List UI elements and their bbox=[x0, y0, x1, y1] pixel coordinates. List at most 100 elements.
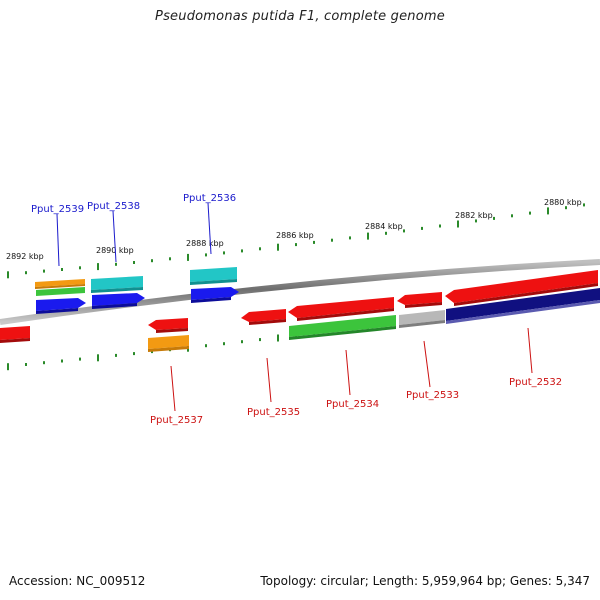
scale-tick-minor bbox=[79, 266, 81, 270]
scale-tick-minor bbox=[529, 211, 531, 215]
scale-tick-minor bbox=[331, 238, 333, 242]
scale-tick-minor bbox=[259, 338, 261, 342]
gene-label-pput-2536[interactable]: Pput_2536 bbox=[183, 193, 236, 204]
scale-tick-minor bbox=[241, 340, 243, 344]
gene-label-pput-2539[interactable]: Pput_2539 bbox=[31, 204, 84, 215]
scale-tick-major bbox=[547, 207, 549, 215]
gene-feature-edge bbox=[190, 279, 237, 285]
gene-feature[interactable] bbox=[0, 326, 30, 340]
gene-feature-edge bbox=[156, 328, 188, 333]
leader-line bbox=[170, 365, 176, 412]
gene-feature-edge bbox=[297, 308, 394, 321]
scale-tick-minor bbox=[25, 271, 27, 275]
gene-feature-edge bbox=[249, 319, 286, 325]
gene-feature-red[interactable] bbox=[397, 292, 442, 305]
gene-feature-edge bbox=[148, 346, 189, 352]
scale-label: 2882 kbp bbox=[455, 211, 493, 220]
scale-tick-minor bbox=[223, 251, 225, 255]
scale-tick-minor bbox=[583, 203, 585, 207]
scale-tick-major bbox=[457, 220, 459, 228]
gene-feature-edge bbox=[289, 326, 396, 340]
scale-tick-minor bbox=[385, 231, 387, 235]
gene-feature-green[interactable] bbox=[36, 287, 85, 296]
scale-tick-minor bbox=[205, 253, 207, 257]
gene-feature-blue[interactable] bbox=[36, 298, 86, 311]
scale-label: 2888 kbp bbox=[186, 239, 224, 248]
scale-tick-minor bbox=[259, 247, 261, 251]
leader-line bbox=[423, 340, 431, 388]
scale-tick-minor bbox=[25, 363, 27, 366]
gene-label-pput-2533[interactable]: Pput_2533 bbox=[406, 390, 459, 401]
leader-line bbox=[345, 349, 351, 396]
scale-tick-minor bbox=[133, 261, 135, 264]
gene-feature-orange[interactable] bbox=[148, 335, 189, 349]
scale-tick-minor bbox=[169, 257, 171, 261]
scale-ring-outer bbox=[7, 203, 585, 279]
genome-backbone bbox=[0, 259, 600, 325]
scale-tick-minor bbox=[43, 269, 45, 273]
leader-line bbox=[56, 213, 60, 267]
gene-feature-edge bbox=[35, 284, 85, 289]
gene-feature-cyan[interactable] bbox=[91, 276, 143, 290]
gene-label-pput-2537[interactable]: Pput_2537 bbox=[150, 415, 203, 426]
map-title: Pseudomonas putida F1, complete genome bbox=[155, 9, 445, 24]
scale-tick-major bbox=[7, 363, 9, 371]
gene-feature-blue[interactable] bbox=[191, 287, 239, 300]
scale-tick-minor bbox=[133, 352, 135, 356]
scale-tick-major bbox=[97, 263, 99, 271]
scale-tick-minor bbox=[295, 243, 297, 247]
accession-text: Accession: NC_009512 bbox=[9, 574, 146, 588]
scale-tick-major bbox=[367, 232, 369, 240]
gene-feature-blue[interactable] bbox=[92, 293, 145, 306]
scale-tick-major bbox=[7, 271, 9, 279]
scale-tick-minor bbox=[439, 224, 441, 228]
gene-feature-edge bbox=[454, 283, 598, 306]
scale-tick-minor bbox=[61, 359, 63, 363]
scale-tick-minor bbox=[403, 229, 405, 233]
genome-summary-text: Topology: circular; Length: 5,959,964 bp… bbox=[260, 574, 590, 588]
leader-line bbox=[266, 357, 272, 403]
scale-tick-minor bbox=[349, 236, 351, 240]
scale-tick-major bbox=[187, 253, 189, 261]
scale-tick-minor bbox=[493, 216, 495, 220]
gene-feature-red[interactable] bbox=[288, 297, 394, 318]
scale-tick-minor bbox=[565, 206, 567, 210]
gene-label-pput-2534[interactable]: Pput_2534 bbox=[326, 399, 379, 410]
gene-feature-red[interactable] bbox=[445, 270, 598, 303]
scale-tick-minor bbox=[79, 357, 81, 361]
scale-tick-minor bbox=[421, 226, 423, 230]
scale-tick-minor bbox=[205, 344, 207, 348]
gene-feature-green[interactable] bbox=[289, 315, 396, 337]
leader-line bbox=[112, 210, 117, 263]
gene-feature-orange[interactable] bbox=[35, 279, 85, 287]
gene-feature-red[interactable] bbox=[148, 318, 188, 330]
gene-feature-edge bbox=[36, 308, 78, 314]
gene-feature-edge bbox=[191, 297, 231, 303]
scale-label: 2880 kbp bbox=[544, 198, 582, 207]
leader-line bbox=[207, 202, 212, 255]
scale-tick-major bbox=[277, 243, 279, 251]
scale-label: 2886 kbp bbox=[276, 231, 314, 240]
scale-tick-minor bbox=[223, 342, 225, 346]
gene-feature-edge bbox=[92, 303, 137, 309]
gene-feature-red[interactable] bbox=[241, 309, 286, 322]
gene-feature-cyan[interactable] bbox=[190, 267, 237, 282]
scale-tick-minor bbox=[115, 262, 117, 266]
scale-tick-minor bbox=[151, 259, 153, 263]
leader-line bbox=[527, 327, 533, 374]
scale-tick-minor bbox=[43, 361, 45, 365]
scale-tick-major bbox=[277, 334, 279, 342]
gene-feature-navy[interactable] bbox=[446, 288, 600, 321]
scale-label: 2884 kbp bbox=[365, 222, 403, 231]
gene-feature-edge bbox=[446, 300, 600, 324]
gene-feature-edge bbox=[0, 338, 30, 343]
gene-label-pput-2535[interactable]: Pput_2535 bbox=[247, 407, 300, 418]
gene-label-pput-2538[interactable]: Pput_2538 bbox=[87, 201, 140, 212]
scale-tick-minor bbox=[313, 240, 315, 244]
scale-tick-minor bbox=[511, 214, 513, 218]
gene-label-pput-2532[interactable]: Pput_2532 bbox=[509, 377, 562, 388]
scale-tick-minor bbox=[115, 353, 117, 357]
scale-tick-minor bbox=[61, 268, 63, 271]
gene-feature-edge bbox=[91, 287, 143, 293]
